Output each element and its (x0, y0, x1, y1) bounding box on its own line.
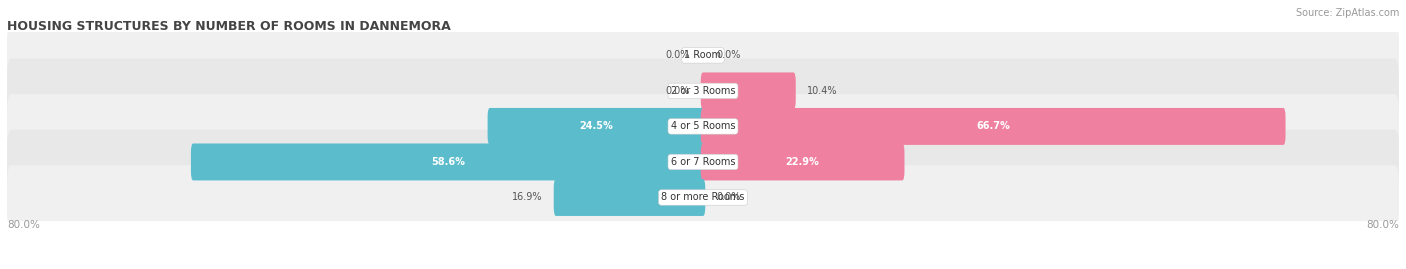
FancyBboxPatch shape (7, 94, 1399, 159)
FancyBboxPatch shape (7, 59, 1399, 123)
Text: 22.9%: 22.9% (786, 157, 820, 167)
FancyBboxPatch shape (7, 23, 1399, 88)
Text: 4 or 5 Rooms: 4 or 5 Rooms (671, 121, 735, 132)
Text: 0.0%: 0.0% (665, 86, 690, 96)
Text: 1 Room: 1 Room (685, 50, 721, 60)
Text: 8 or more Rooms: 8 or more Rooms (661, 193, 745, 203)
Text: 0.0%: 0.0% (716, 50, 741, 60)
Text: 6 or 7 Rooms: 6 or 7 Rooms (671, 157, 735, 167)
FancyBboxPatch shape (700, 143, 904, 180)
Text: 2 or 3 Rooms: 2 or 3 Rooms (671, 86, 735, 96)
Text: 0.0%: 0.0% (665, 50, 690, 60)
Text: Source: ZipAtlas.com: Source: ZipAtlas.com (1295, 8, 1399, 18)
FancyBboxPatch shape (7, 130, 1399, 194)
Text: HOUSING STRUCTURES BY NUMBER OF ROOMS IN DANNEMORA: HOUSING STRUCTURES BY NUMBER OF ROOMS IN… (7, 20, 451, 33)
FancyBboxPatch shape (700, 108, 1285, 145)
Text: 24.5%: 24.5% (579, 121, 613, 132)
Text: 16.9%: 16.9% (512, 193, 543, 203)
Text: 0.0%: 0.0% (716, 193, 741, 203)
Text: 10.4%: 10.4% (807, 86, 837, 96)
Text: 66.7%: 66.7% (976, 121, 1010, 132)
FancyBboxPatch shape (7, 165, 1399, 230)
Text: 80.0%: 80.0% (1367, 220, 1399, 230)
FancyBboxPatch shape (700, 72, 796, 109)
Text: 58.6%: 58.6% (432, 157, 465, 167)
FancyBboxPatch shape (191, 143, 706, 180)
Text: 80.0%: 80.0% (7, 220, 39, 230)
FancyBboxPatch shape (554, 179, 706, 216)
FancyBboxPatch shape (488, 108, 706, 145)
